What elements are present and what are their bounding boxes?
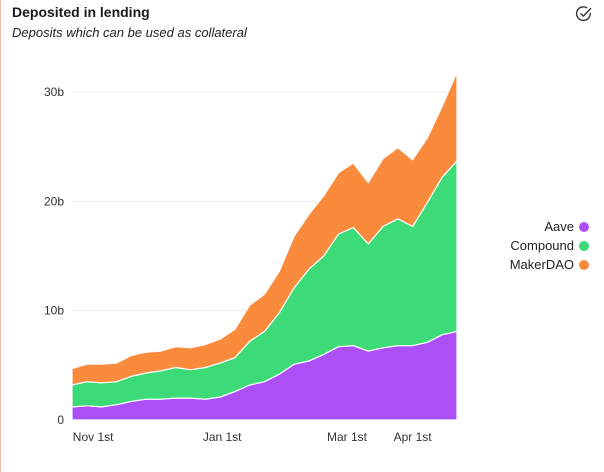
legend-dot	[579, 240, 589, 251]
chart-legend: Aave Compound MakerDAO	[505, 217, 589, 274]
legend-item-aave[interactable]: Aave	[505, 217, 589, 236]
x-tick-label: Mar 1st	[327, 430, 368, 444]
area-makerdao	[71, 71, 458, 386]
legend-item-makerdao[interactable]: MakerDAO	[505, 255, 589, 274]
legend-label: Aave	[544, 219, 574, 234]
chart-title: Deposited in lending	[12, 4, 150, 20]
y-tick-label: 20b	[44, 194, 64, 208]
chart-subtitle: Deposits which can be used as collateral	[12, 25, 247, 40]
legend-label: MakerDAO	[509, 257, 574, 272]
y-tick-label: 30b	[44, 85, 64, 99]
legend-label: Compound	[510, 238, 574, 253]
x-tick-label: Nov 1st	[73, 430, 114, 444]
y-tick-label: 10b	[44, 304, 64, 318]
x-tick-label: Jan 1st	[203, 430, 242, 444]
check-circle-icon[interactable]	[574, 4, 594, 24]
legend-dot	[579, 259, 589, 270]
x-tick-label: Apr 1st	[394, 430, 433, 444]
legend-item-compound[interactable]: Compound	[505, 236, 589, 255]
y-tick-label: 0	[57, 413, 64, 427]
legend-dot	[579, 221, 589, 232]
